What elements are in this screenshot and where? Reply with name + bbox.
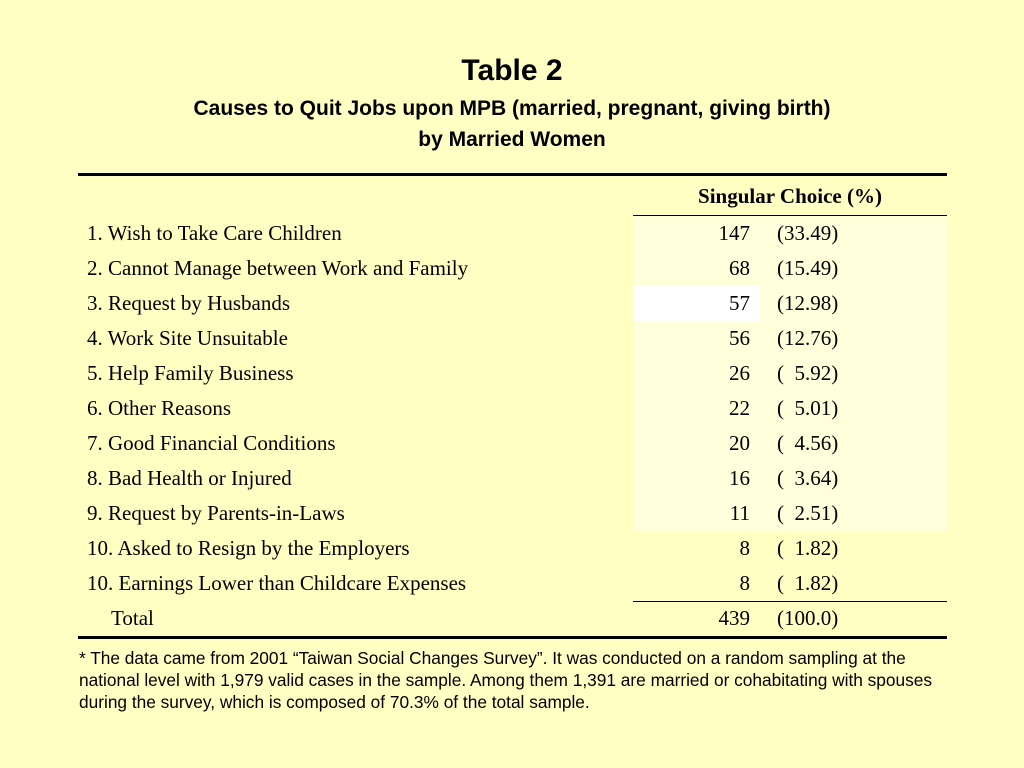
- row-count: 8: [739, 571, 751, 595]
- value-column-shading: [633, 391, 947, 426]
- table-row: 2. Cannot Manage between Work and Family…: [78, 251, 947, 286]
- row-count: 147: [718, 221, 751, 245]
- row-percent: (33.49): [777, 221, 839, 245]
- table-title: Table 2: [461, 54, 563, 87]
- row-cause: 1. Wish to Take Care Children: [87, 221, 342, 245]
- row-percent: ( 5.92): [777, 361, 839, 385]
- subtitle-line-1: Causes to Quit Jobs upon MPB (married, p…: [193, 97, 831, 120]
- data-table: Singular Choice (%) 1. Wish to Take Care…: [78, 173, 947, 639]
- row-cause: 10. Earnings Lower than Childcare Expens…: [87, 571, 467, 595]
- header-underline: [633, 215, 947, 216]
- highlighted-cell: [633, 286, 760, 321]
- total-count: 439: [718, 606, 751, 630]
- table-row: 10. Earnings Lower than Childcare Expens…: [78, 566, 947, 601]
- row-count: 57: [729, 291, 750, 315]
- row-count: 68: [729, 256, 750, 280]
- table-row: 7. Good Financial Conditions 20 ( 4.56): [78, 426, 947, 461]
- value-column-shading: [633, 216, 947, 251]
- row-cause: 4. Work Site Unsuitable: [87, 326, 288, 350]
- value-column-shading: [633, 496, 947, 531]
- table-subtitle: Causes to Quit Jobs upon MPB (married, p…: [0, 93, 1024, 155]
- row-cause: 3. Request by Husbands: [87, 291, 290, 315]
- table-row: 3. Request by Husbands 57 (12.98): [78, 286, 947, 321]
- row-percent: (12.98): [777, 291, 839, 315]
- row-count: 22: [729, 396, 750, 420]
- row-cause: 6. Other Reasons: [87, 396, 232, 420]
- value-column-shading: [633, 251, 947, 286]
- row-percent: ( 1.82): [777, 571, 839, 595]
- value-column-shading: [633, 321, 947, 356]
- row-percent: ( 4.56): [777, 431, 839, 455]
- row-count: 20: [729, 431, 750, 455]
- row-percent: ( 3.64): [777, 466, 839, 490]
- row-count: 11: [729, 501, 750, 525]
- table-row: 5. Help Family Business 26 ( 5.92): [78, 356, 947, 391]
- table-row: 9. Request by Parents-in-Laws 11 ( 2.51): [78, 496, 947, 531]
- table-top-rule: [78, 173, 947, 176]
- value-column-shading: [633, 426, 947, 461]
- row-cause: 9. Request by Parents-in-Laws: [87, 501, 345, 525]
- table-row: 4. Work Site Unsuitable 56 (12.76): [78, 321, 947, 356]
- table-row: 10. Asked to Resign by the Employers 8 (…: [78, 531, 947, 566]
- row-percent: ( 5.01): [777, 396, 839, 420]
- total-rule: [633, 601, 947, 602]
- table-row: 1. Wish to Take Care Children 147 (33.49…: [78, 216, 947, 251]
- row-percent: (15.49): [777, 256, 839, 280]
- row-cause: 2. Cannot Manage between Work and Family: [87, 256, 469, 280]
- row-count: 8: [739, 536, 751, 560]
- table-header-row: Singular Choice (%): [78, 176, 947, 216]
- row-cause: 10. Asked to Resign by the Employers: [87, 536, 410, 560]
- value-column-shading: [633, 356, 947, 391]
- table-row: 8. Bad Health or Injured 16 ( 3.64): [78, 461, 947, 496]
- footnote: * The data came from 2001 “Taiwan Social…: [79, 648, 933, 712]
- row-percent: (12.76): [777, 326, 839, 350]
- row-count: 56: [729, 326, 750, 350]
- table-bottom-rule: [78, 636, 947, 639]
- subtitle-line-2: by Married Women: [418, 128, 606, 151]
- total-percent: (100.0): [777, 606, 839, 630]
- row-percent: ( 2.51): [777, 501, 839, 525]
- table-total-row: Total 439 (100.0): [78, 601, 947, 636]
- row-count: 16: [729, 466, 750, 490]
- row-cause: 7. Good Financial Conditions: [87, 431, 336, 455]
- total-label: Total: [111, 606, 154, 630]
- row-count: 26: [729, 361, 750, 385]
- column-header-singular-choice: Singular Choice (%): [698, 184, 882, 208]
- table-row: 6. Other Reasons 22 ( 5.01): [78, 391, 947, 426]
- row-cause: 5. Help Family Business: [87, 361, 294, 385]
- row-percent: ( 1.82): [777, 536, 839, 560]
- value-column-shading: [633, 461, 947, 496]
- row-cause: 8. Bad Health or Injured: [87, 466, 292, 490]
